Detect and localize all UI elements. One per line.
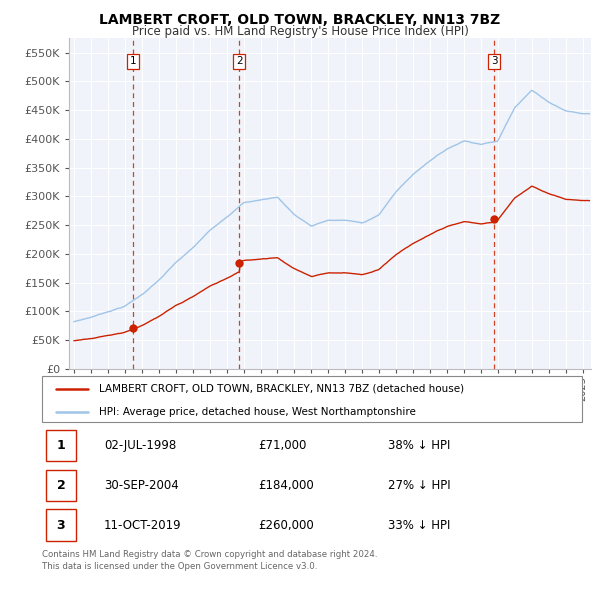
Text: 1: 1 <box>130 57 137 67</box>
Text: 2: 2 <box>236 57 242 67</box>
FancyBboxPatch shape <box>46 510 76 541</box>
Text: This data is licensed under the Open Government Licence v3.0.: This data is licensed under the Open Gov… <box>42 562 317 571</box>
FancyBboxPatch shape <box>42 376 582 422</box>
Text: Price paid vs. HM Land Registry's House Price Index (HPI): Price paid vs. HM Land Registry's House … <box>131 25 469 38</box>
Text: 1: 1 <box>56 439 65 452</box>
Text: 27% ↓ HPI: 27% ↓ HPI <box>388 478 450 492</box>
Text: 02-JUL-1998: 02-JUL-1998 <box>104 439 176 452</box>
Text: 11-OCT-2019: 11-OCT-2019 <box>104 519 182 532</box>
FancyBboxPatch shape <box>46 430 76 461</box>
FancyBboxPatch shape <box>46 470 76 501</box>
Text: HPI: Average price, detached house, West Northamptonshire: HPI: Average price, detached house, West… <box>99 407 416 417</box>
Text: 38% ↓ HPI: 38% ↓ HPI <box>388 439 450 452</box>
Text: LAMBERT CROFT, OLD TOWN, BRACKLEY, NN13 7BZ: LAMBERT CROFT, OLD TOWN, BRACKLEY, NN13 … <box>100 13 500 27</box>
Text: £71,000: £71,000 <box>258 439 307 452</box>
Text: LAMBERT CROFT, OLD TOWN, BRACKLEY, NN13 7BZ (detached house): LAMBERT CROFT, OLD TOWN, BRACKLEY, NN13 … <box>99 384 464 394</box>
Text: 30-SEP-2004: 30-SEP-2004 <box>104 478 179 492</box>
Text: 2: 2 <box>56 478 65 492</box>
Text: £260,000: £260,000 <box>258 519 314 532</box>
Text: 33% ↓ HPI: 33% ↓ HPI <box>388 519 450 532</box>
Text: 3: 3 <box>56 519 65 532</box>
Text: 3: 3 <box>491 57 497 67</box>
Text: £184,000: £184,000 <box>258 478 314 492</box>
Text: Contains HM Land Registry data © Crown copyright and database right 2024.: Contains HM Land Registry data © Crown c… <box>42 550 377 559</box>
